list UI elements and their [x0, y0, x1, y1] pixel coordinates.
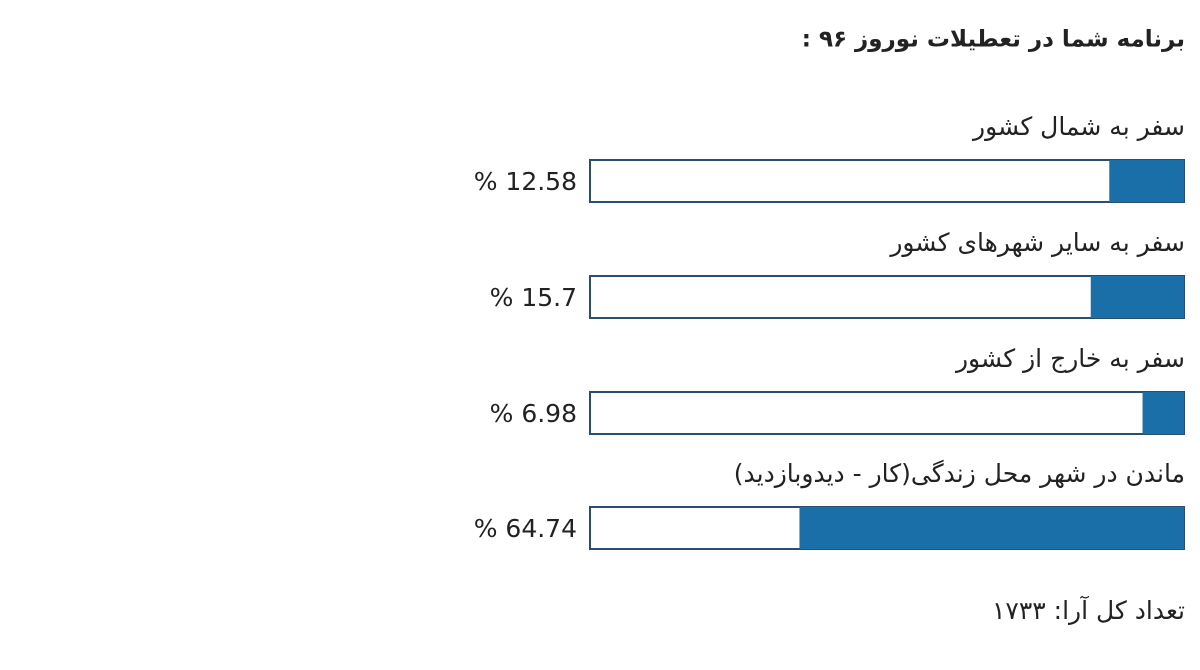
- bar: [1090, 276, 1184, 318]
- bar: [799, 507, 1184, 549]
- value-label: % 64.74: [474, 514, 577, 543]
- poll-title: برنامه شما در تعطیلات نوروز ۹۶ :: [802, 27, 1185, 53]
- total-votes: تعداد کل آرا: ۱۷۳۳: [992, 595, 1185, 625]
- value-label: % 15.7: [490, 283, 577, 312]
- category-label: سفر به خارج از کشور: [954, 344, 1185, 374]
- bar-track: [589, 275, 1185, 319]
- bar: [1109, 160, 1184, 202]
- bar: [1142, 392, 1184, 434]
- category-label: ماندن در شهر محل زندگی(کار - دیدوبازدید): [734, 459, 1185, 489]
- category-label: سفر به سایر شهرهای کشور: [888, 228, 1185, 258]
- category-label: سفر به شمال کشور: [971, 112, 1185, 141]
- value-label: % 12.58: [474, 167, 577, 196]
- bar-track: [589, 159, 1185, 203]
- value-label: % 6.98: [490, 399, 577, 428]
- bar-track: [589, 391, 1185, 435]
